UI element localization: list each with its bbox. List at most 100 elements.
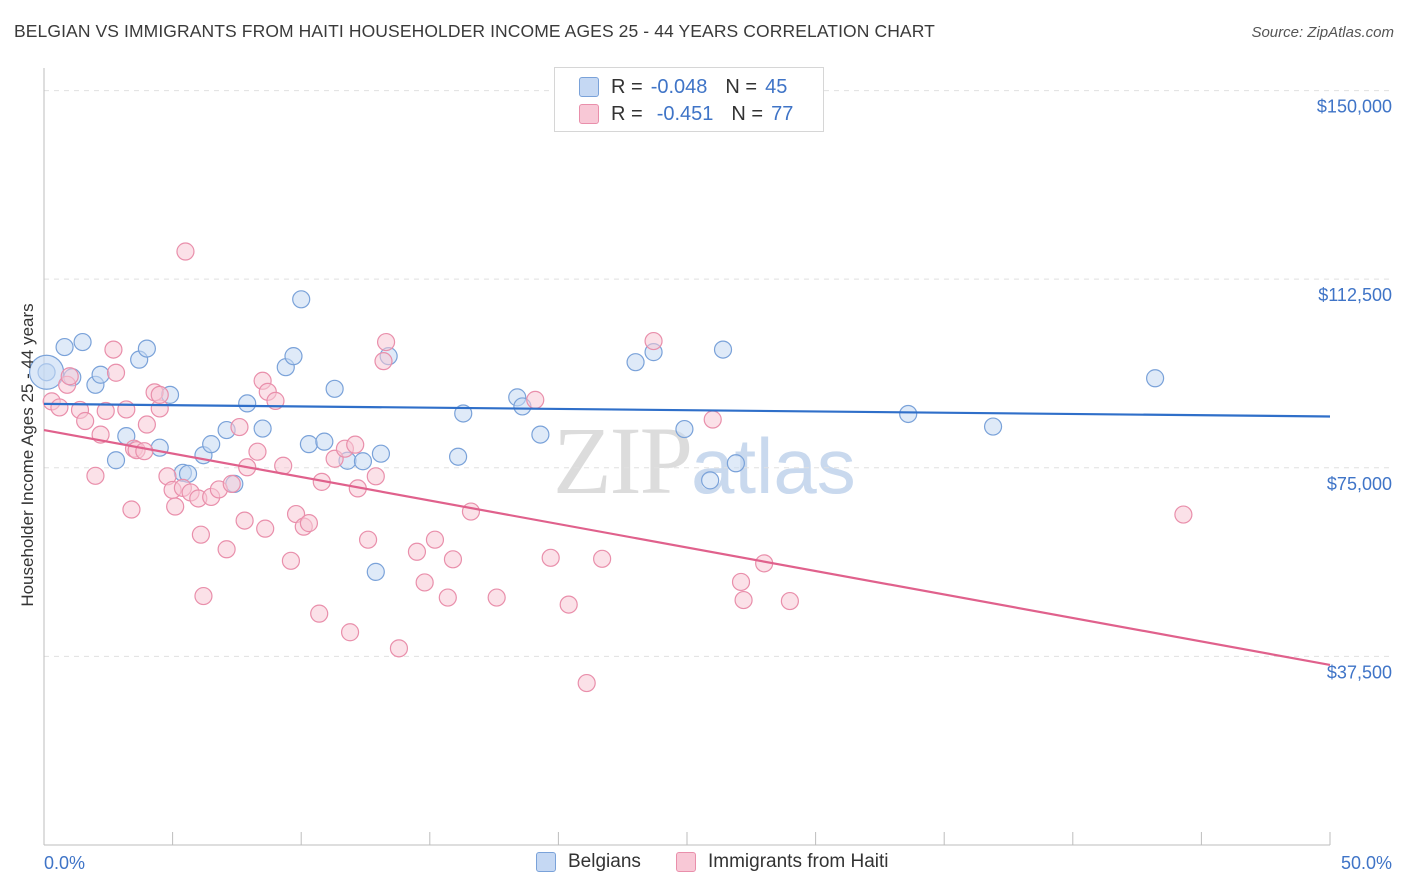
point-haiti bbox=[217, 540, 236, 559]
point-haiti bbox=[191, 525, 210, 544]
legend-n-label: N = bbox=[731, 102, 764, 125]
point-haiti bbox=[150, 385, 169, 404]
point-belgians bbox=[315, 432, 334, 451]
watermark: ZIPatlas bbox=[553, 405, 856, 516]
point-haiti bbox=[734, 590, 753, 610]
y-tick-label: $150,000 bbox=[1317, 97, 1392, 117]
point-belgians bbox=[292, 290, 311, 309]
point-belgians bbox=[55, 337, 74, 357]
point-haiti bbox=[415, 573, 434, 592]
point-haiti bbox=[122, 500, 141, 519]
axes bbox=[43, 68, 1331, 846]
point-haiti bbox=[340, 623, 360, 642]
point-belgians bbox=[325, 379, 344, 398]
point-haiti bbox=[346, 435, 365, 454]
watermark-atlas: atlas bbox=[691, 422, 856, 510]
point-haiti bbox=[106, 363, 126, 382]
point-haiti bbox=[780, 591, 799, 611]
point-belgians bbox=[454, 404, 473, 423]
point-haiti bbox=[222, 474, 241, 493]
point-belgians bbox=[238, 394, 257, 413]
series-haiti bbox=[42, 242, 1193, 693]
legend-swatch-haiti bbox=[579, 104, 599, 124]
point-haiti bbox=[644, 331, 663, 351]
x-tick-label-min: 0.0% bbox=[44, 853, 85, 873]
point-belgians bbox=[91, 365, 110, 384]
point-haiti bbox=[425, 530, 445, 549]
point-haiti bbox=[104, 340, 123, 359]
legend-row-haiti: R = -0.451 N = 77 bbox=[579, 101, 793, 127]
point-belgians bbox=[106, 451, 126, 470]
point-haiti bbox=[731, 572, 751, 592]
point-haiti bbox=[443, 550, 463, 569]
point-haiti bbox=[541, 548, 560, 567]
point-haiti bbox=[248, 442, 267, 461]
trend-line-haiti bbox=[43, 428, 1331, 667]
x-tick-label-max: 50.0% bbox=[1341, 853, 1392, 873]
point-haiti bbox=[358, 530, 378, 549]
bottom-legend-swatch-belgians bbox=[536, 852, 556, 872]
point-haiti bbox=[166, 497, 185, 516]
legend-n-value: 45 bbox=[765, 75, 788, 98]
point-haiti bbox=[86, 466, 105, 485]
point-belgians bbox=[366, 562, 385, 581]
point-haiti bbox=[487, 588, 506, 607]
point-belgians bbox=[150, 438, 169, 457]
chart-title: BELGIAN VS IMMIGRANTS FROM HAITI HOUSEHO… bbox=[14, 21, 935, 41]
point-haiti bbox=[60, 367, 79, 386]
point-belgians bbox=[202, 435, 221, 454]
point-belgians bbox=[137, 339, 156, 358]
legend-swatch-belgians bbox=[579, 77, 599, 97]
point-belgians bbox=[983, 417, 1003, 436]
bottom-legend-haiti: Immigrants from Haiti bbox=[676, 851, 889, 873]
legend-r-value: -0.048 bbox=[650, 75, 708, 98]
grid-lines bbox=[44, 90, 1392, 657]
point-belgians bbox=[253, 419, 272, 438]
point-haiti bbox=[593, 549, 612, 568]
point-belgians bbox=[448, 447, 468, 466]
point-haiti bbox=[194, 586, 213, 606]
point-belgians bbox=[713, 340, 733, 359]
point-haiti bbox=[577, 673, 596, 693]
point-haiti bbox=[235, 511, 254, 530]
bottom-legend-label-haiti: Immigrants from Haiti bbox=[708, 851, 889, 872]
point-haiti bbox=[135, 442, 154, 461]
point-haiti bbox=[281, 551, 301, 570]
legend-row-belgians: R = -0.048 N = 45 bbox=[579, 74, 787, 100]
legend-r-label: R = bbox=[611, 102, 643, 125]
trend-lines bbox=[43, 402, 1331, 667]
point-belgians bbox=[675, 419, 694, 439]
y-axis-label: Householder Income Ages 25 - 44 years bbox=[18, 303, 37, 607]
point-haiti bbox=[526, 390, 545, 409]
legend-n-label: N = bbox=[725, 75, 758, 98]
trend-line-belgians bbox=[43, 402, 1331, 418]
point-haiti bbox=[299, 514, 319, 533]
watermark-zip: ZIP bbox=[553, 407, 693, 514]
source-label: Source: ZipAtlas.com bbox=[1251, 24, 1394, 41]
legend-n-value: 77 bbox=[771, 102, 794, 125]
point-haiti bbox=[96, 401, 115, 421]
point-haiti bbox=[366, 467, 385, 486]
point-belgians bbox=[726, 454, 745, 473]
point-belgians bbox=[371, 444, 391, 463]
point-belgians bbox=[73, 332, 92, 352]
point-belgians bbox=[284, 347, 303, 366]
point-belgians bbox=[899, 404, 918, 424]
point-haiti bbox=[407, 542, 427, 561]
point-haiti bbox=[1174, 505, 1193, 524]
tick-labels: $37,500 $75,000 $112,500 $150,000 0.0% 50.0% bbox=[44, 97, 1392, 873]
point-haiti bbox=[376, 332, 396, 352]
bottom-legend-belgians: Belgians bbox=[536, 851, 641, 873]
point-belgians bbox=[531, 425, 550, 444]
point-haiti bbox=[76, 411, 95, 431]
point-haiti bbox=[176, 242, 195, 261]
point-haiti bbox=[559, 595, 578, 614]
bottom-legend-swatch-haiti bbox=[676, 852, 696, 872]
point-haiti bbox=[50, 398, 69, 417]
point-belgians bbox=[701, 471, 720, 490]
y-tick-label: $112,500 bbox=[1318, 285, 1392, 305]
point-haiti bbox=[117, 400, 136, 419]
y-tick-label: $37,500 bbox=[1327, 662, 1392, 682]
bottom-legend-label-belgians: Belgians bbox=[568, 851, 641, 872]
